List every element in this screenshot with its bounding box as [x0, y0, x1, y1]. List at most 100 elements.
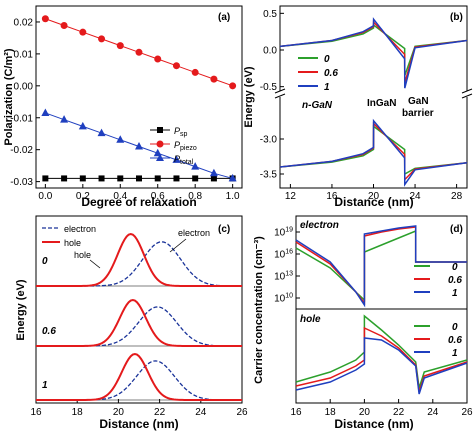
legend-hole: hole — [64, 238, 81, 248]
electron-conc-1 — [295, 225, 467, 308]
point-ppiezo — [60, 21, 68, 29]
x-tick-label-d: 18 — [325, 407, 337, 418]
x-tick-label-b: 28 — [451, 191, 463, 202]
x-tick-label-a: 0.4 — [113, 191, 127, 202]
point-ptotal — [191, 162, 200, 170]
panel-c: (c) 16 18 20 22 24 26 Distance (nm) Energy (e… — [15, 215, 248, 431]
y-tick-label-d: 1010 — [274, 293, 293, 305]
plot-frame-b — [279, 5, 468, 189]
hole-conc-0 — [295, 314, 468, 389]
hole-conc-1 — [295, 337, 468, 395]
point-psp — [192, 175, 199, 182]
legend-electron: electron — [64, 224, 96, 234]
y-axis-label-b: Energy (eV) — [243, 66, 255, 127]
point-psp — [210, 175, 217, 182]
x-axis-label-a: Degree of relaxation — [81, 195, 196, 209]
x-tick-label-d: 16 — [290, 407, 302, 418]
y-tick-exp: 13 — [285, 271, 293, 278]
legend-psp-main: P — [174, 126, 180, 136]
y-tick-base: 10 — [274, 228, 286, 239]
point-psp — [154, 175, 161, 182]
vb-line-1 — [279, 118, 468, 187]
y-tick-exp: 10 — [285, 293, 293, 300]
x-tick-label-b: 12 — [285, 191, 297, 202]
point-ptotal — [78, 121, 87, 130]
legend-ptotal-sub: total — [180, 159, 194, 166]
x-tick-label-d: 26 — [461, 407, 473, 418]
curve-label-hole: hole — [74, 250, 91, 260]
point-ppiezo — [172, 62, 180, 70]
y-tick-label-a: -0.02 — [10, 145, 33, 156]
plot-frame-a — [35, 5, 243, 189]
legend-ppiezo-sub: piezo — [180, 145, 197, 152]
x-axis-label-b: Distance (nm) — [334, 195, 413, 209]
point-ptotal — [41, 108, 50, 116]
point-ppiezo — [229, 82, 237, 90]
point-psp — [61, 175, 68, 182]
annotation-n-gan: n-GaN — [302, 100, 333, 111]
legend-d-bot-0: 0 — [452, 322, 458, 333]
triangle-marker — [156, 154, 164, 161]
y-tick-label-b: -3.0 — [260, 135, 278, 146]
legend-d-top-06: 0.6 — [448, 275, 462, 286]
y-tick-label-b: 0.0 — [263, 46, 277, 57]
point-ptotal — [228, 173, 237, 182]
annotation-barrier: barrier — [402, 108, 434, 119]
legend-a: Psp Ppiezo Ptotal — [150, 126, 197, 166]
point-ppiezo — [135, 48, 143, 56]
x-tick-label-b: 20 — [368, 191, 380, 202]
point-ptotal — [153, 148, 162, 157]
legend-b-1: 1 — [324, 82, 330, 93]
x-tick-label-d: 20 — [359, 407, 371, 418]
point-ptotal — [97, 128, 106, 137]
legend-d-top: 0 0.6 1 — [414, 262, 462, 299]
electron-curve-0 — [36, 241, 243, 287]
annotation-gan: GaN — [408, 96, 429, 107]
legend-b: 0 0.6 1 — [298, 54, 338, 93]
point-psp — [42, 175, 49, 182]
x-tick-label-b: 24 — [409, 191, 421, 202]
y-axis-label-a: Polarization (C/m²) — [3, 48, 15, 146]
x-tick-label-c: 24 — [195, 407, 207, 418]
y-tick-label-a: 0.00 — [14, 81, 34, 92]
legend-d-bottom: 0 0.6 1 — [414, 322, 462, 359]
panel-label-d: (d) — [450, 224, 463, 235]
point-ppiezo — [41, 15, 49, 23]
circle-marker — [156, 140, 164, 148]
x-tick-label-c: 22 — [154, 407, 166, 418]
legend-d-bot-1: 1 — [452, 348, 458, 359]
point-ptotal — [135, 141, 143, 150]
legend-b-06: 0.6 — [324, 68, 338, 79]
y-tick-label-d: 1013 — [274, 271, 293, 283]
point-ptotal — [60, 115, 69, 123]
x-tick-label-c: 26 — [236, 407, 248, 418]
y-tick-label-a: -0.03 — [10, 177, 33, 188]
row-label-1: 1 — [42, 380, 48, 391]
legend-b-0: 0 — [324, 54, 330, 65]
y-tick-label-d: 1016 — [274, 249, 293, 261]
point-psp — [98, 175, 105, 182]
hole-conc-0.6 — [295, 326, 468, 393]
panel-label-a: (a) — [218, 12, 230, 23]
hole-pointer — [89, 259, 101, 269]
x-tick-label-a: 0.0 — [38, 191, 52, 202]
x-tick-label-c: 20 — [113, 407, 125, 418]
point-psp — [173, 175, 180, 182]
y-tick-base: 10 — [274, 272, 286, 283]
legend-c: electron hole — [42, 224, 96, 248]
y-tick-label-a: 0.01 — [14, 49, 34, 60]
point-psp — [79, 175, 86, 182]
axis-break-right — [461, 88, 473, 99]
cb-line-0.6 — [279, 20, 468, 84]
y-tick-label-a: -0.01 — [10, 113, 33, 124]
row-label-06: 0.6 — [42, 326, 56, 337]
point-ppiezo — [79, 28, 87, 36]
electron-pointer — [169, 238, 187, 253]
legend-d-top-1: 1 — [452, 288, 458, 299]
x-axis-label-c: Distance (nm) — [99, 417, 178, 431]
panel-b: (b) 0.5 0.0 -0.5 -3.0 -3.5 12 16 20 24 28 Distan… — [243, 5, 473, 209]
hole-curve-0 — [36, 232, 242, 287]
y-tick-label-b: -0.5 — [260, 82, 278, 93]
